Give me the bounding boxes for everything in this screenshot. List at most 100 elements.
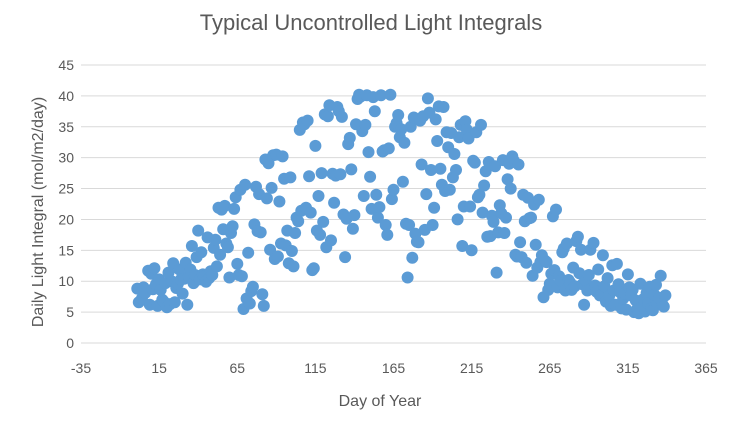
data-point (520, 256, 533, 269)
data-point (214, 248, 227, 261)
data-point (525, 211, 537, 224)
data-point (395, 123, 408, 136)
data-point (425, 164, 437, 176)
data-point (479, 165, 492, 178)
data-point (343, 131, 356, 144)
data-point (243, 297, 256, 310)
data-point (357, 190, 370, 202)
data-point (654, 269, 667, 282)
data-point (246, 280, 259, 293)
data-point (370, 188, 383, 201)
data-point (575, 243, 587, 256)
data-point (362, 146, 375, 159)
data-point (312, 190, 325, 202)
data-point (309, 139, 322, 152)
data-point (221, 241, 234, 254)
data-point (242, 246, 255, 259)
data-point (478, 179, 491, 192)
data-point (421, 92, 434, 105)
data-point (218, 199, 231, 212)
x-tick-label: 115 (304, 360, 327, 376)
data-point (382, 142, 395, 155)
chart-title: Typical Uncontrolled Light Integrals (200, 10, 542, 35)
data-point (254, 226, 267, 239)
data-point (192, 224, 205, 237)
x-tick-label: 165 (382, 360, 406, 376)
y-tick-label: 45 (58, 57, 74, 73)
data-point (292, 215, 305, 228)
x-tick-label: 215 (460, 360, 484, 376)
data-point (335, 110, 348, 123)
data-point (325, 234, 337, 247)
data-point (504, 182, 517, 195)
data-point (420, 188, 433, 201)
y-tick-label: 30 (58, 150, 74, 166)
data-point (401, 271, 414, 284)
data-point (339, 251, 352, 264)
data-point (659, 289, 672, 302)
data-point (375, 89, 387, 102)
data-point (464, 200, 477, 213)
data-point (265, 181, 278, 194)
data-point (582, 269, 595, 281)
y-tick-label: 10 (58, 273, 74, 289)
y-tick-label: 5 (66, 304, 74, 320)
data-point (303, 170, 316, 183)
data-point (256, 288, 269, 301)
data-point (487, 215, 500, 228)
data-point (228, 202, 241, 215)
data-point (307, 262, 320, 275)
data-point (392, 109, 405, 121)
data-points (131, 88, 672, 320)
data-point (434, 162, 447, 175)
data-point (437, 101, 450, 113)
data-point (368, 105, 381, 118)
data-point (465, 244, 478, 257)
x-tick-label: 65 (229, 360, 245, 376)
data-point (403, 219, 416, 231)
data-point (257, 299, 270, 312)
data-point (148, 262, 161, 275)
data-point (371, 211, 384, 224)
data-point (304, 206, 317, 219)
data-point (601, 272, 614, 285)
data-point (498, 227, 511, 239)
data-point (406, 251, 419, 264)
x-axis-title: Day of Year (339, 393, 422, 410)
data-point (379, 219, 392, 231)
data-point (448, 148, 461, 160)
data-point (235, 270, 248, 283)
data-point (596, 249, 609, 262)
data-point (473, 188, 486, 201)
x-tick-label: 265 (538, 360, 562, 376)
data-point (345, 163, 358, 176)
data-point (226, 220, 239, 233)
data-point (592, 263, 605, 276)
data-point (429, 113, 442, 126)
data-point (314, 228, 327, 241)
data-point (450, 164, 462, 176)
data-point (512, 158, 525, 171)
y-axis-title: Daily Light Integral (mol/m2/day) (30, 97, 47, 327)
data-point (321, 110, 334, 123)
data-point (456, 240, 469, 252)
data-point (276, 150, 289, 163)
data-point (431, 135, 444, 147)
y-tick-label: 40 (58, 88, 74, 104)
data-point (453, 131, 466, 144)
data-point (317, 215, 330, 228)
data-point (315, 167, 328, 180)
data-point (271, 250, 284, 263)
x-axis-ticks: -35 15 65 115 165 215 265 315 365 (71, 360, 718, 376)
data-point (443, 183, 456, 196)
data-point (634, 277, 647, 290)
data-point (348, 209, 361, 222)
data-point (381, 228, 394, 241)
data-point (540, 256, 553, 269)
data-point (209, 233, 222, 246)
data-point (287, 260, 300, 273)
data-point (285, 245, 298, 257)
data-point (301, 114, 314, 127)
data-point (273, 195, 286, 208)
